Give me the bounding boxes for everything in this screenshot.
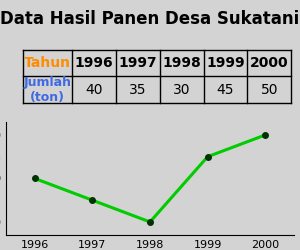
Text: 1996: 1996 <box>75 56 113 70</box>
Text: Jumlah
(ton): Jumlah (ton) <box>24 76 72 104</box>
Text: 45: 45 <box>217 83 234 97</box>
Text: 2000: 2000 <box>250 56 289 70</box>
Text: 1998: 1998 <box>162 56 201 70</box>
Text: 30: 30 <box>173 83 190 97</box>
Text: 35: 35 <box>129 83 147 97</box>
Text: 1999: 1999 <box>206 56 245 70</box>
Text: 1997: 1997 <box>118 56 157 70</box>
Text: Data Hasil Panen Desa Sukatani: Data Hasil Panen Desa Sukatani <box>0 10 300 28</box>
Text: Tahun: Tahun <box>24 56 71 70</box>
Text: 50: 50 <box>260 83 278 97</box>
Text: 40: 40 <box>85 83 103 97</box>
